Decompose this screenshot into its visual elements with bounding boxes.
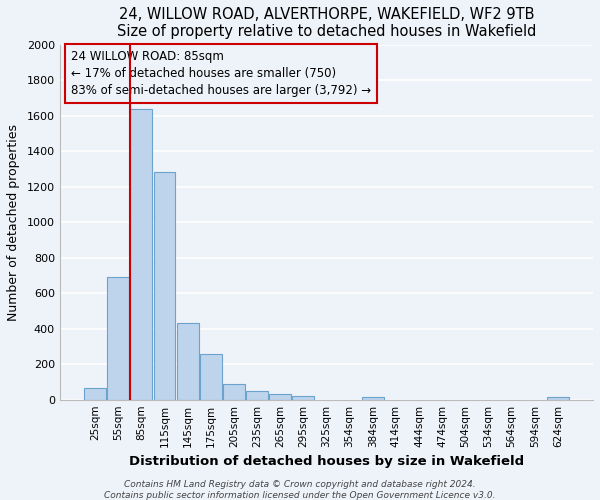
- Bar: [130, 108, 152, 400]
- Bar: [223, 384, 245, 400]
- Bar: [292, 396, 314, 400]
- Bar: [246, 391, 268, 400]
- Bar: [269, 394, 291, 400]
- Bar: [547, 397, 569, 400]
- Text: Contains HM Land Registry data © Crown copyright and database right 2024.
Contai: Contains HM Land Registry data © Crown c…: [104, 480, 496, 500]
- Bar: [176, 322, 199, 400]
- Bar: [362, 397, 384, 400]
- Bar: [200, 354, 222, 400]
- Bar: [84, 388, 106, 400]
- Text: 24 WILLOW ROAD: 85sqm
← 17% of detached houses are smaller (750)
83% of semi-det: 24 WILLOW ROAD: 85sqm ← 17% of detached …: [71, 50, 371, 97]
- Bar: [154, 172, 175, 400]
- X-axis label: Distribution of detached houses by size in Wakefield: Distribution of detached houses by size …: [129, 455, 524, 468]
- Title: 24, WILLOW ROAD, ALVERTHORPE, WAKEFIELD, WF2 9TB
Size of property relative to de: 24, WILLOW ROAD, ALVERTHORPE, WAKEFIELD,…: [117, 7, 536, 40]
- Bar: [107, 277, 129, 400]
- Y-axis label: Number of detached properties: Number of detached properties: [7, 124, 20, 320]
